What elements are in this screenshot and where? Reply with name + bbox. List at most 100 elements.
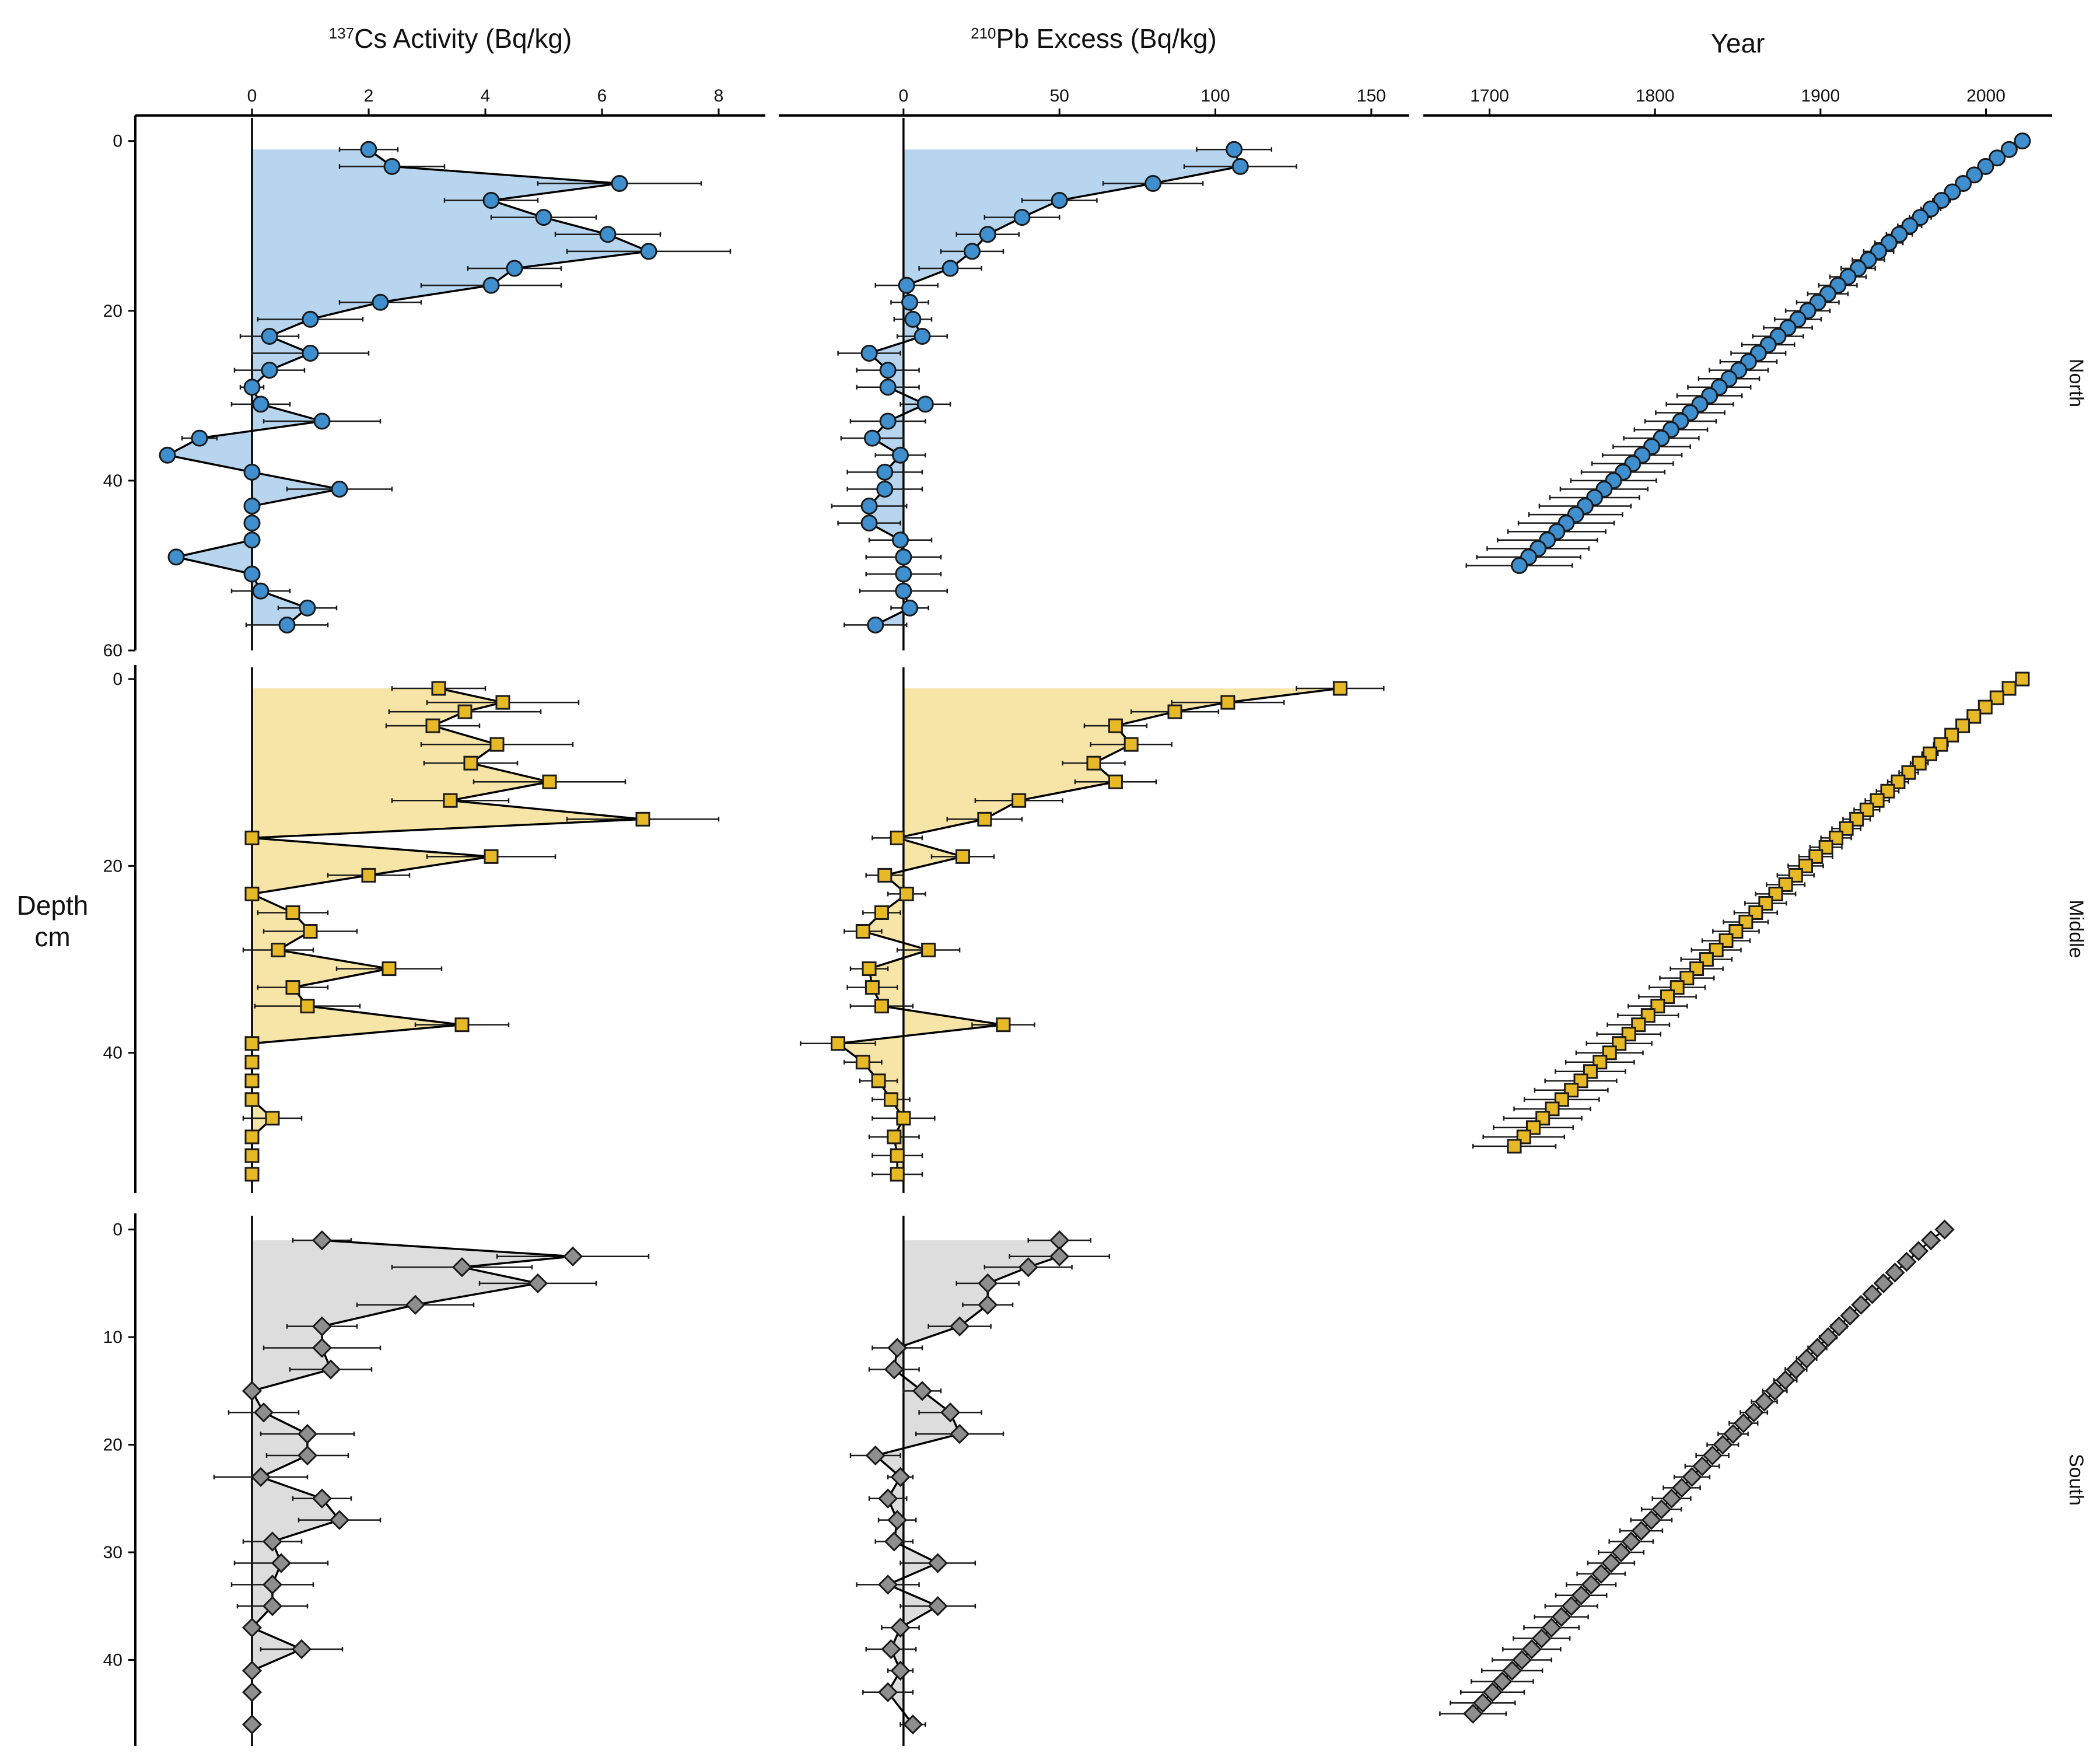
data-point-south-cs [291,1639,312,1660]
data-point-south-year [1775,1370,1796,1391]
data-point-south-year [1818,1327,1839,1348]
data-point-south-cs [242,1660,262,1681]
data-point-middle-cs [484,849,499,864]
data-point-middle-year [1944,727,1959,743]
x-tick-label-year: 2000 [1966,86,2006,106]
data-point-middle-pb [955,849,970,864]
y-axis-title: Depth cm [17,890,89,952]
data-point-south-year [1796,1348,1817,1369]
data-point-middle-pb [1332,681,1348,696]
data-point-middle-year [1933,737,1948,752]
data-point-north-pb [892,446,909,464]
data-point-north-cs [302,345,319,362]
data-point-middle-pb [1124,737,1139,752]
data-point-north-cs [383,158,401,175]
data-point-north-pb [963,243,981,260]
data-point-north-pb [1144,174,1162,192]
data-point-south-year [1921,1230,1941,1251]
data-point-middle-year [1955,718,1971,733]
data-point-middle-cs [495,695,510,710]
data-point-south-year [1551,1607,1572,1627]
facet-label-north: North [2065,359,2087,407]
data-point-south-year [1661,1488,1682,1509]
data-point-north-cs [611,174,628,192]
data-point-south-year [1765,1381,1785,1401]
data-point-north-cs [640,243,657,260]
x-tick-label-year: 1700 [1470,86,1509,106]
y-tick-label-middle: 0 [113,670,123,689]
data-point-south-pb [890,1617,911,1638]
series-line-middle-cs [249,687,643,1174]
y-tick-label-middle: 40 [103,1044,123,1063]
data-point-north-pb [895,548,912,566]
data-point-north-cs [191,429,208,447]
x-tick-label-pb: 50 [1050,86,1069,106]
data-point-south-cs [329,1510,350,1530]
data-point-middle-pb [977,811,992,827]
data-point-north-cs [313,412,331,430]
data-point-south-pb [912,1381,933,1401]
data-point-south-year [1873,1273,1894,1294]
data-point-north-year [2000,141,2018,158]
data-point-south-year [1786,1359,1806,1380]
data-point-north-cs [278,616,296,634]
y-tick-label-middle: 20 [103,856,123,876]
data-point-south-cs [312,1316,332,1336]
data-point-south-pb [1018,1257,1038,1278]
data-point-middle-year [2015,671,2030,687]
data-point-middle-cs [265,1111,280,1126]
data-point-north-cs [331,480,348,498]
data-point-middle-pb [871,1073,886,1089]
series-line-middle-pb [835,687,1340,1174]
data-point-middle-pb [1012,793,1027,808]
data-point-north-pb [879,379,897,396]
data-point-middle-pb [1086,755,1101,771]
data-point-north-cs [299,599,316,617]
data-point-south-year [1561,1596,1581,1616]
data-point-north-cs [243,531,261,549]
data-point-middle-cs [443,793,458,808]
data-point-middle-pb [1108,718,1123,733]
shaded-area-north-cs [167,149,649,625]
data-point-north-pb [860,498,878,515]
data-point-middle-cs [425,718,440,733]
data-point-middle-cs [382,961,397,977]
data-point-south-pb [884,1359,904,1380]
data-point-north-pb [1051,192,1068,209]
y-tick-label-north: 40 [103,471,123,491]
data-point-south-year [1885,1262,1905,1283]
data-point-south-year [1631,1520,1651,1541]
x-tick-label-pb: 100 [1200,86,1230,106]
data-point-middle-pb [877,867,892,883]
data-point-south-year [1571,1585,1591,1605]
series-line-south-cs [250,1239,573,1725]
data-point-south-year [1896,1251,1917,1272]
data-point-middle-year [2001,681,2017,696]
facet-label-middle: Middle [2065,900,2087,958]
data-point-south-year [1840,1306,1860,1326]
data-point-south-pb [887,1510,908,1530]
data-point-middle-pb [855,1055,870,1070]
data-point-middle-pb [874,905,889,920]
column-title-cs: 137Cs Activity (Bq/kg) [329,23,572,54]
data-point-south-year [1829,1316,1849,1336]
data-point-south-pb [949,1423,970,1444]
data-point-north-cs [599,226,617,243]
data-point-south-year [1754,1391,1774,1412]
y-tick-label-north: 0 [113,132,123,151]
x-tick-label-pb: 0 [899,86,909,106]
shaded-area-middle-pb [838,688,1340,1174]
data-point-north-pb [942,260,959,277]
shaded-area-south-cs [252,1240,573,1725]
data-point-middle-cs [244,1148,260,1163]
data-point-south-cs [262,1574,283,1595]
data-point-south-pb [978,1294,998,1315]
data-point-south-year [1581,1574,1601,1595]
data-point-middle-cs [244,1129,260,1145]
data-point-north-cs [302,310,319,328]
data-point-south-year [1611,1542,1632,1563]
data-point-south-pb [890,1467,911,1488]
data-point-middle-pb [1167,704,1182,719]
data-point-south-pb [1049,1246,1070,1266]
